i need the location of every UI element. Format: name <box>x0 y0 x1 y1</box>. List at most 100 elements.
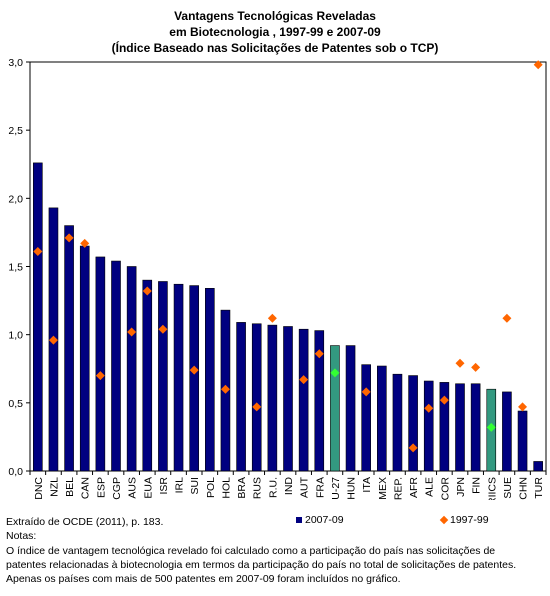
bar-2007-09 <box>455 383 465 472</box>
marker-1997-99 <box>189 365 199 375</box>
x-tick-label: MEX <box>377 477 389 500</box>
chart-title-line-3: (Índice Baseado nas Solicitações de Pate… <box>111 41 439 55</box>
bar-2007-09 <box>236 322 246 472</box>
y-tick-label: 2,0 <box>8 193 23 205</box>
bar-2007-09 <box>79 245 90 472</box>
x-tick-label: SUI <box>189 477 201 495</box>
legend-item-2007-09: 2007-09 <box>296 513 344 527</box>
marker-1997-99 <box>471 362 481 372</box>
x-tick-label: COR <box>439 477 451 500</box>
x-tick-label: ALE <box>424 477 436 497</box>
bar-2007-09 <box>158 281 168 472</box>
x-tick-label: IND <box>283 477 295 496</box>
marker-1997-99 <box>64 233 74 243</box>
marker-1997-99 <box>314 349 324 359</box>
marker-1997-99 <box>455 358 465 368</box>
y-tick-label: 1,0 <box>8 330 23 342</box>
x-tick-label: NZL <box>48 477 60 497</box>
marker-1997-99 <box>486 422 496 432</box>
marker-1997-99 <box>252 402 262 412</box>
x-tick-label: ISR <box>158 477 170 495</box>
bar-chart: 0,0 0,5 1,0 1,5 2,0 2,5 3,0 DNC NZL BEL CAN ESP CGP A… <box>8 57 547 500</box>
x-tick-label: AUT <box>299 476 311 498</box>
x-tick-label: CGP <box>111 477 123 500</box>
bar-2007-09 <box>251 323 262 472</box>
bar-2007-09 <box>439 382 450 472</box>
marker-1997-99 <box>127 327 137 337</box>
x-tick-label: ESP <box>95 477 107 498</box>
bar-2007-09 <box>95 256 106 472</box>
bar-2007-09 <box>267 324 278 472</box>
bar-2007-09 <box>205 288 215 472</box>
bar-2007-09 <box>111 260 121 472</box>
legend-label-2007-09: 2007-09 <box>305 514 344 526</box>
bar-2007-09 <box>283 326 293 472</box>
chart-title-line-1: Vantagens Tecnológicas Reveladas <box>174 9 376 23</box>
notes-line-1: O índice de vantagem tecnológica revelad… <box>6 545 496 557</box>
bar-2007-09 <box>64 225 74 472</box>
marker-1997-99 <box>267 313 277 323</box>
notes-heading: Notas: <box>6 530 37 542</box>
legend-swatch-bar <box>296 517 302 524</box>
x-tick-label: EU-27 <box>330 477 342 500</box>
x-tick-label: FIN <box>471 477 483 494</box>
x-tick-label: DNC <box>33 477 45 500</box>
marker-1997-99 <box>502 313 512 323</box>
y-tick-label: 0,5 <box>8 398 23 410</box>
marker-1997-99 <box>142 286 152 296</box>
x-tick-label: CAN <box>80 477 92 499</box>
x-tick-label: BRA <box>236 477 248 499</box>
y-tick-label: 3,0 <box>8 57 23 69</box>
x-tick-label: JPN <box>455 477 467 497</box>
y-tick-label: 1,5 <box>8 262 23 274</box>
marker-1997-99 <box>95 371 105 381</box>
legend-swatch-marker <box>439 515 449 525</box>
y-tick-label: 0,0 <box>8 466 23 478</box>
notes-line-2: patentes relacionadas à biotecnologia em… <box>6 559 517 571</box>
marker-1997-99 <box>533 60 543 70</box>
y-tick-label: 2,5 <box>8 125 23 137</box>
source-note: Extraído de OCDE (2011), p. 183. <box>6 516 164 528</box>
bar-2007-09 <box>392 373 403 472</box>
bar-2007-09 <box>33 162 43 472</box>
legend-item-1997-99: 1997-99 <box>439 513 489 527</box>
x-tick-label: IRL <box>174 477 186 494</box>
bar-2007-09 <box>408 375 418 472</box>
bar-2007-09 <box>533 461 543 472</box>
bar-2007-09 <box>189 285 199 472</box>
marker-1997-99 <box>48 335 58 345</box>
marker-1997-99 <box>361 387 371 397</box>
x-tick-label: HUN <box>346 477 358 500</box>
bar-2007-09 <box>377 365 387 472</box>
x-tick-label: R.U. <box>267 477 279 498</box>
marker-1997-99 <box>33 247 43 257</box>
marker-1997-99 <box>220 384 230 394</box>
x-tick-label: AUS <box>127 477 139 499</box>
bar-2007-09 <box>345 345 356 472</box>
x-tick-label: AFR <box>408 477 420 498</box>
legend-label-1997-99: 1997-99 <box>450 514 489 526</box>
x-tick-label: RUS <box>252 477 264 499</box>
x-tick-label: ITA <box>361 477 373 493</box>
marker-1997-99 <box>299 375 309 385</box>
bar-2007-09 <box>361 364 371 472</box>
x-tick-label: BEL <box>64 477 76 497</box>
marker-1997-99 <box>439 395 449 405</box>
x-tick-label: POL <box>205 477 217 498</box>
marker-1997-99 <box>408 443 418 453</box>
bar-2007-09 <box>470 383 481 472</box>
marker-1997-99 <box>158 324 168 334</box>
bar-2007-09 <box>330 345 340 472</box>
x-tick-label: HOL <box>220 477 232 499</box>
marker-1997-99 <box>518 402 528 412</box>
x-tick-label: EUA <box>142 477 154 499</box>
chart-title-line-2: em Biotecnologia , 1997-99 e 2007-09 <box>169 25 381 39</box>
x-tick-label: TUR <box>533 477 545 499</box>
marker-1997-99 <box>330 368 340 378</box>
bar-2007-09 <box>173 283 184 472</box>
bar-2007-09 <box>314 330 325 472</box>
bar-2007-09 <box>423 380 434 472</box>
x-tick-label: SUE <box>502 477 514 499</box>
x-tick-label: BRIICS <box>486 477 498 500</box>
x-tick-label: FRA <box>314 477 326 498</box>
